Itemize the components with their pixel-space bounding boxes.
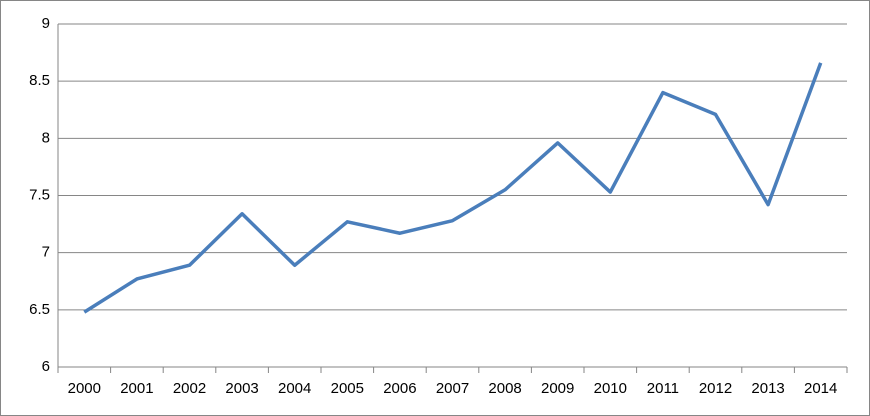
x-tick-label: 2011 <box>647 380 679 397</box>
x-tick-label: 2012 <box>699 380 732 397</box>
y-tick-label: 6.5 <box>29 301 50 318</box>
y-tick-label: 7.5 <box>29 186 50 203</box>
x-tick-label: 2006 <box>383 380 416 397</box>
y-tick-label: 6 <box>42 358 50 375</box>
x-tick-label: 2002 <box>173 380 206 397</box>
x-tick-label: 2003 <box>225 380 258 397</box>
x-tick-label: 2008 <box>488 380 521 397</box>
x-tick-label: 2010 <box>594 380 627 397</box>
y-tick-label: 8 <box>42 129 50 146</box>
x-tick-label: 2000 <box>68 380 101 397</box>
y-tick-label: 8.5 <box>29 72 50 89</box>
x-tick-label: 2013 <box>751 380 784 397</box>
x-tick-label: 2005 <box>331 380 364 397</box>
x-tick-label: 2009 <box>541 380 574 397</box>
x-tick-label: 2007 <box>436 380 469 397</box>
y-tick-label: 7 <box>42 244 50 261</box>
data-line <box>83 62 823 314</box>
x-tick-label: 2004 <box>278 380 311 397</box>
x-tick-label: 2014 <box>804 380 837 397</box>
y-tick-label: 9 <box>42 15 50 32</box>
x-tick-label: 2001 <box>120 380 153 397</box>
